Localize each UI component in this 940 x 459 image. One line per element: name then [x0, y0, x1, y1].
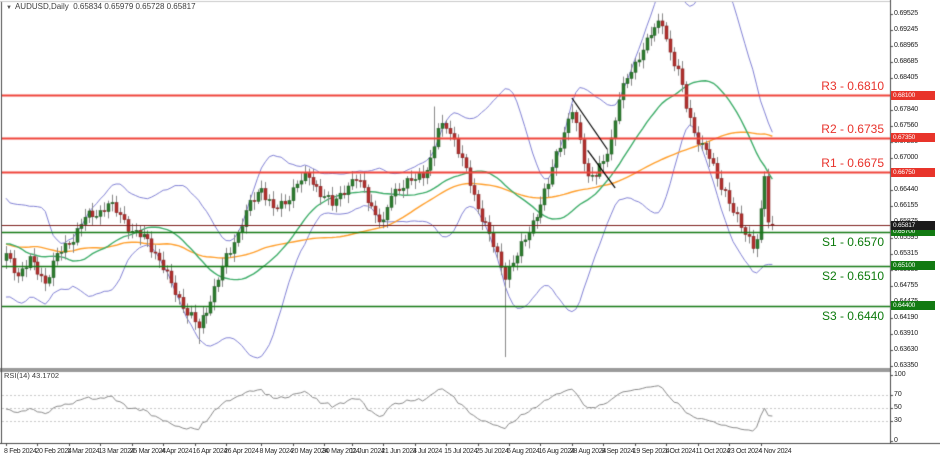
time-axis-label: 20 Feb 2024 [35, 448, 72, 455]
time-axis-label: 8 Feb 2024 [4, 448, 37, 455]
resistance-price-badge: 0.66750 [891, 167, 935, 177]
time-axis-label: 1 Mar 2024 [66, 448, 100, 455]
time-axis-label: 21 Jun 2024 [381, 448, 417, 455]
price-tick-label: 0.68685 [894, 57, 918, 65]
time-axis-label: 8 May 2024 [259, 448, 294, 455]
support-price-badge: 0.64400 [891, 301, 935, 311]
time-axis-label: 1 Oct 2024 [664, 448, 696, 455]
price-tick-label: 0.67560 [894, 121, 918, 129]
price-tick-label: 0.63630 [894, 345, 918, 353]
time-axis-label: 25 Mar 2024 [129, 448, 166, 455]
price-tick-label: 0.67000 [894, 153, 918, 161]
time-axis-label: 23 Oct 2024 [727, 448, 762, 455]
support-price-badge: 0.65700 [891, 227, 935, 237]
price-tick-label: 0.63350 [894, 361, 918, 369]
price-tick-label: 0.66155 [894, 201, 918, 209]
time-axis-label: 26 Apr 2024 [224, 448, 259, 455]
resistance-price-badge: 0.67350 [891, 133, 935, 143]
current-price-badge: 0.65817 [891, 220, 935, 230]
price-tick-label: 0.68965 [894, 41, 918, 49]
price-tick-label: 0.68405 [894, 73, 918, 81]
time-axis-label: 11 Oct 2024 [695, 448, 731, 455]
price-tick-label: 0.69525 [894, 10, 918, 17]
rsi-scale-label: 50 [894, 404, 902, 411]
time-axis-label: 13 Mar 2024 [98, 448, 135, 455]
price-tick-label: 0.64190 [894, 313, 918, 321]
time-axis-label: 28 Aug 2024 [569, 448, 606, 455]
rsi-scale-label: 100 [894, 371, 906, 378]
rsi-scale-label: 0 [894, 437, 898, 444]
time-axis-label: 3 Jul 2024 [412, 448, 443, 455]
price-tick-label: 0.67840 [894, 105, 918, 113]
time-axis-label: 4 Nov 2024 [758, 448, 792, 455]
price-tick-label: 0.65315 [894, 249, 918, 257]
price-tick-label: 0.69245 [894, 25, 918, 33]
price-tick-label: 0.65595 [894, 233, 918, 241]
time-axis-label: 19 Sep 2024 [632, 448, 670, 455]
time-axis-label: 11 Jun 2024 [349, 448, 385, 455]
time-axis-label: 16 Apr 2024 [192, 448, 228, 455]
time-axis-label: 30 May 2024 [322, 448, 360, 455]
resistance-price-badge: 0.68100 [891, 90, 935, 100]
time-axis-label: 25 Jul 2024 [475, 448, 509, 455]
price-tick-label: 0.64755 [894, 281, 918, 289]
time-axis-label: 20 May 2024 [290, 448, 329, 455]
time-axis-label: 9 Sep 2024 [601, 448, 635, 455]
support-price-badge: 0.65100 [891, 261, 935, 271]
time-axis-label: 4 Apr 2024 [161, 448, 193, 455]
price-tick-label: 0.64475 [894, 298, 918, 305]
price-tick-label: 0.66440 [894, 185, 918, 193]
time-axis-label: 16 Aug 2024 [538, 448, 575, 455]
rsi-scale-label: 30 [894, 417, 902, 425]
price-tick-label: 0.63910 [894, 329, 918, 337]
time-axis-label: 6 Aug 2024 [507, 448, 540, 455]
time-axis-label: 15 Jul 2024 [444, 448, 478, 455]
rsi-scale-label: 70 [894, 390, 902, 398]
